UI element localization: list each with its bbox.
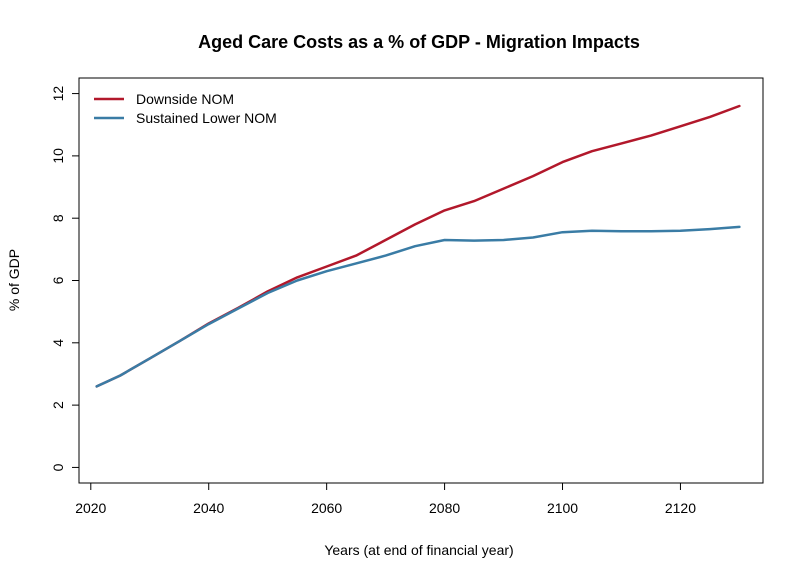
y-tick-label: 0 <box>50 463 66 471</box>
x-tick-label: 2020 <box>75 500 106 516</box>
y-tick-label: 12 <box>50 86 66 102</box>
legend-label: Downside NOM <box>136 91 234 107</box>
x-tick-label: 2100 <box>547 500 578 516</box>
x-axis: 2020 2040 2060 2080 2100 2120 <box>75 483 696 516</box>
y-tick-label: 10 <box>50 148 66 164</box>
y-axis: 0 2 4 6 8 10 12 <box>50 86 79 471</box>
x-tick-label: 2080 <box>429 500 460 516</box>
x-tick-label: 2120 <box>665 500 696 516</box>
x-tick-label: 2060 <box>311 500 342 516</box>
y-tick-label: 2 <box>50 401 66 409</box>
y-axis-label: % of GDP <box>6 249 22 311</box>
chart-title: Aged Care Costs as a % of GDP - Migratio… <box>198 32 640 52</box>
series-line <box>95 225 741 388</box>
x-axis-label: Years (at end of financial year) <box>324 542 513 558</box>
x-tick-label: 2040 <box>193 500 224 516</box>
y-tick-label: 4 <box>50 339 66 347</box>
series-layer <box>95 104 741 388</box>
y-tick-label: 6 <box>50 276 66 284</box>
legend-label: Sustained Lower NOM <box>136 110 277 126</box>
legend: Downside NOM Sustained Lower NOM <box>94 91 277 126</box>
y-tick-label: 8 <box>50 214 66 222</box>
